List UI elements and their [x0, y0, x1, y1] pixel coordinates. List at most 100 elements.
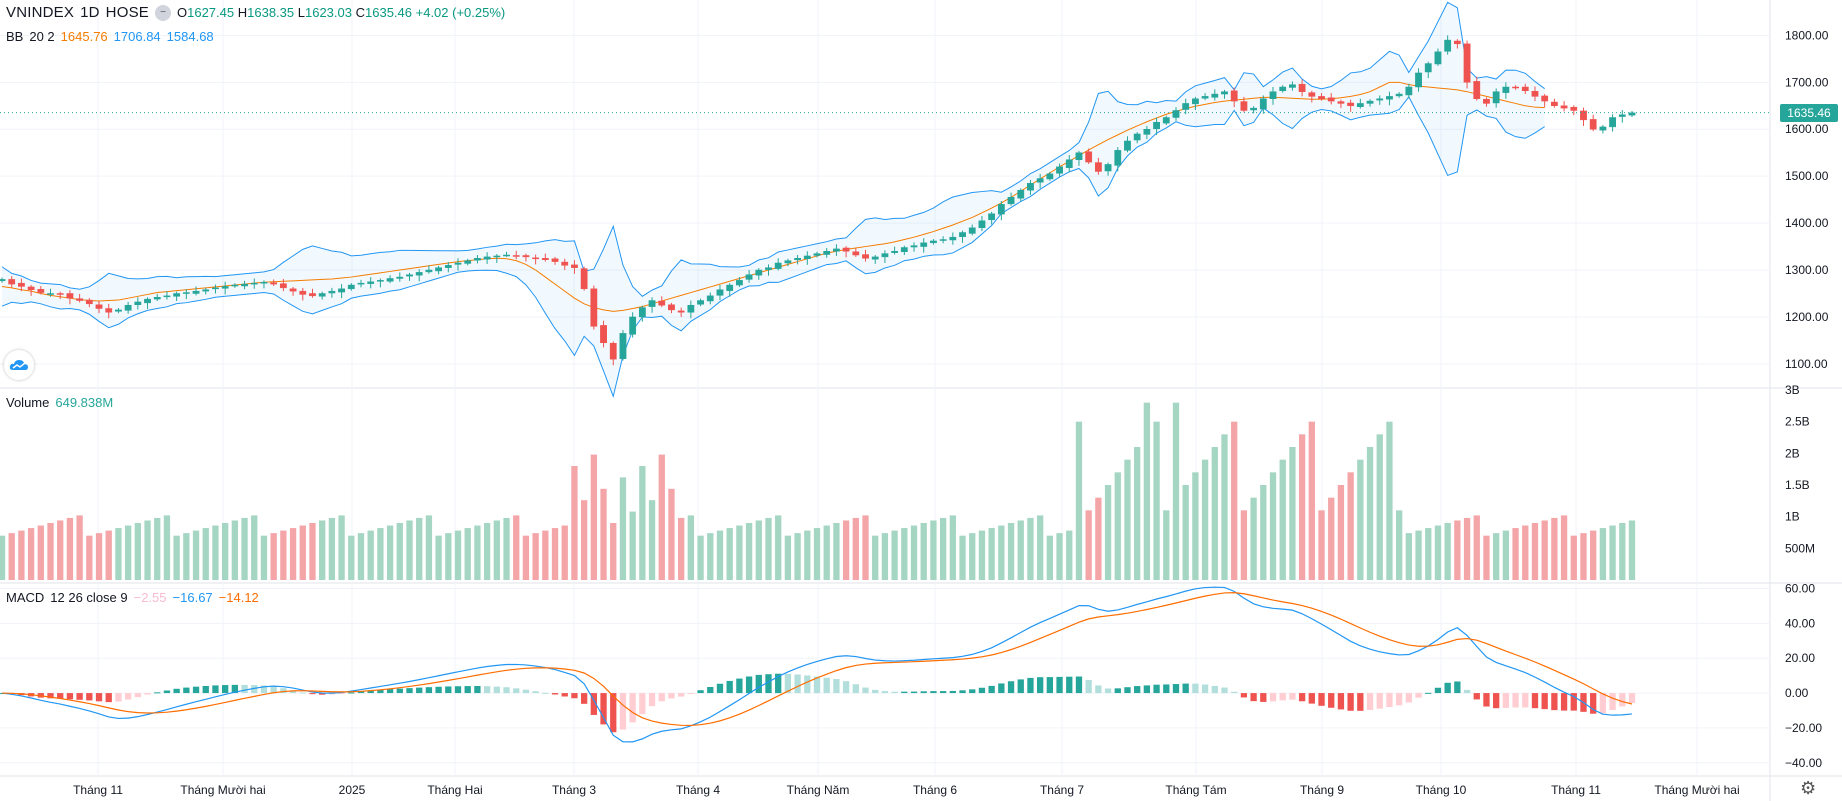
macd-histogram-bar [241, 684, 248, 694]
macd-histogram-bar [396, 688, 403, 694]
macd-histogram-bar [707, 687, 714, 694]
macd-histogram-bar [988, 685, 995, 694]
change-value: +4.02 (+0.25%) [415, 5, 506, 20]
bb-legend[interactable]: BB 20 2 1645.76 1706.84 1584.68 [6, 29, 214, 44]
macd-histogram-bar [1590, 693, 1597, 714]
candle-body [367, 281, 375, 284]
macd-histogram-bar [823, 677, 830, 694]
candle-body [1085, 151, 1093, 163]
candle-body [435, 267, 443, 272]
volume-legend[interactable]: Volume 649.838M [6, 395, 113, 410]
macd-histogram-bar [1444, 682, 1451, 694]
macd-histogram-bar [124, 693, 132, 700]
macd-histogram-bar [1163, 684, 1170, 694]
volume-bar [1493, 533, 1500, 580]
candle-body [1279, 86, 1287, 92]
candle-body [1289, 84, 1296, 88]
candle-body [629, 316, 637, 335]
bb-params: 20 2 [29, 29, 55, 44]
volume-bar [891, 530, 898, 580]
symbol-name[interactable]: VNINDEX [6, 4, 75, 21]
volume-bar [745, 523, 753, 580]
macd-histogram-bar [445, 686, 452, 694]
macd-line [1, 586, 1633, 743]
candle-body [1162, 117, 1170, 124]
volume-bar [183, 533, 190, 580]
volume-bar [1153, 421, 1160, 580]
candle-body [1094, 162, 1102, 172]
volume-bar [289, 528, 297, 580]
candle-body [1531, 90, 1539, 97]
candle-body [1463, 43, 1471, 83]
candle-body [765, 267, 772, 270]
volume-bar [736, 525, 743, 580]
volume-bar [260, 535, 268, 580]
macd-histogram-bar [1298, 693, 1306, 702]
volume-bar [1172, 402, 1180, 580]
volume-bar [1580, 533, 1587, 580]
volume-bar [154, 517, 161, 580]
candle-body [609, 342, 617, 360]
candle-body [1191, 98, 1199, 105]
macd-histogram-bar [551, 693, 559, 695]
volume-tick-label: 1B [1785, 510, 1800, 524]
macd-histogram-bar [1366, 693, 1374, 711]
candle-body [1541, 95, 1549, 102]
candle-body [1521, 86, 1529, 92]
bb-lower-line [1, 95, 1545, 399]
candle-body [930, 240, 937, 244]
volume-bar [357, 533, 365, 580]
volume-bar [1318, 510, 1325, 580]
candle-body [726, 284, 734, 291]
volume-bar [464, 528, 471, 580]
candle-body [1153, 121, 1160, 130]
candle-body [192, 290, 200, 294]
macd-histogram-bar [192, 686, 200, 694]
tradingview-logo-button[interactable] [4, 350, 34, 380]
volume-bar [1405, 533, 1412, 580]
price-tick-label: 1800.00 [1785, 28, 1829, 42]
macd-histogram-bar [338, 693, 345, 695]
candle-body [842, 247, 850, 252]
macd-histogram-bar [319, 693, 326, 695]
macd-histogram-bar [367, 690, 374, 694]
volume-bar [27, 528, 35, 580]
volume-bar [134, 523, 141, 580]
volume-value: 649.838M [55, 395, 114, 410]
volume-bar [872, 535, 879, 580]
macd-histogram-bar [95, 693, 103, 702]
candle-body [1618, 114, 1626, 117]
macd-histogram-bar [813, 676, 821, 694]
macd-legend[interactable]: MACD 12 26 close 9 −2.55 −16.67 −14.12 [6, 590, 259, 605]
candle-body [454, 262, 462, 265]
volume-bar [396, 523, 403, 580]
volume-bar [988, 528, 995, 580]
volume-bar [212, 525, 219, 580]
macd-histogram-bar [910, 691, 918, 694]
volume-bar [0, 535, 6, 580]
macd-histogram-bar [1007, 681, 1015, 694]
candle-body [1386, 96, 1393, 100]
settings-gear-icon[interactable]: ⚙ [1800, 778, 1817, 798]
time-tick-label: Tháng 4 [676, 783, 720, 797]
volume-bar [192, 530, 200, 580]
volume-bar [823, 525, 830, 580]
volume-bar [969, 533, 976, 580]
candle-body [813, 253, 821, 256]
cloud-icon [9, 360, 29, 370]
macd-histogram-bar [76, 693, 83, 700]
candle-body [1221, 91, 1228, 95]
collapse-legend-button[interactable]: − [154, 4, 171, 21]
macd-histogram-bar [920, 691, 927, 694]
volume-tick-label: 2B [1785, 446, 1800, 460]
candle-body [1366, 100, 1374, 104]
candle-body [551, 258, 559, 262]
macd-histogram-bar [775, 673, 782, 694]
interval-label[interactable]: 1D [80, 4, 100, 21]
macd-histogram-bar [842, 681, 850, 694]
macd-histogram-bar [1619, 693, 1626, 707]
volume-bar [852, 517, 859, 580]
macd-histogram-bar [697, 690, 704, 694]
volume-bar [86, 535, 93, 580]
